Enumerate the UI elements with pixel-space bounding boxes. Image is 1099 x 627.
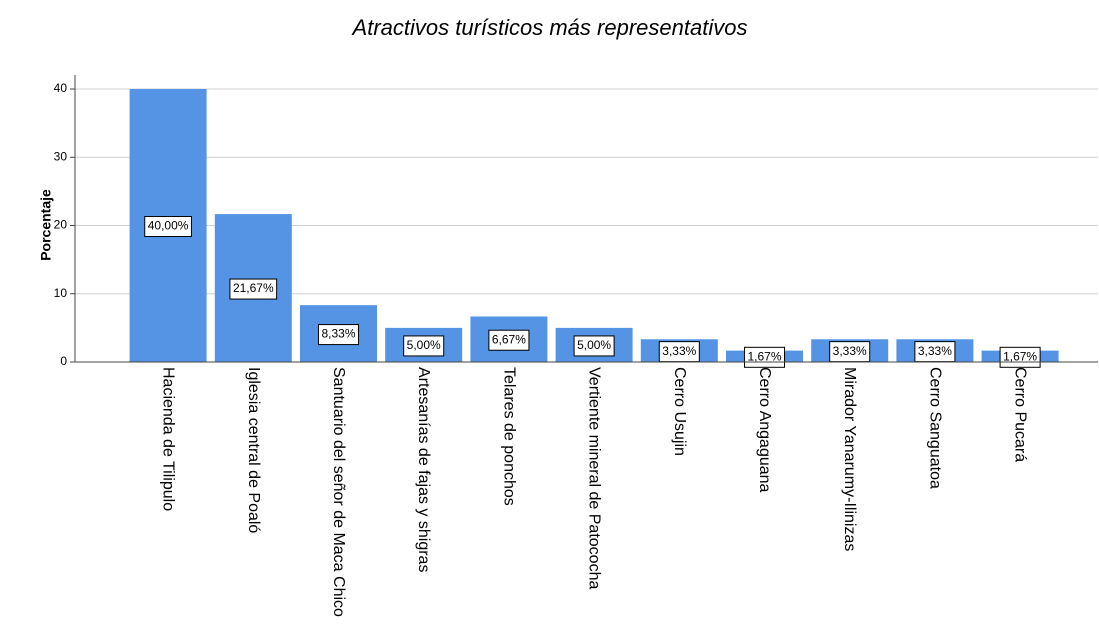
x-tick-label: Telares de ponchos: [500, 367, 518, 506]
value-label: 5,00%: [577, 338, 611, 352]
value-label: 3,33%: [918, 344, 952, 358]
x-tick-label: Cerro Sanguatoa: [926, 367, 944, 489]
x-tick-label: Cerro Pucará: [1011, 367, 1029, 463]
x-tick-label: Iglesia central de Poaló: [244, 367, 262, 534]
value-label-box: [317, 324, 360, 346]
y-tick-label: 0: [60, 354, 67, 368]
x-tick-label: Cerro Usujin: [670, 367, 688, 456]
value-label: 6,67%: [492, 332, 526, 346]
x-tick-label: Santuario del señor de Maca Chico: [330, 367, 347, 617]
y-tick-label: 10: [54, 286, 68, 300]
value-label: 1,67%: [1003, 349, 1037, 363]
chart-title: Atractivos turísticos más representativo…: [351, 15, 748, 40]
value-label-box: [403, 335, 445, 357]
x-tick-label: Mirador Yanarumy-Ilinizas: [841, 367, 859, 552]
x-tick-label: Cerro Angaguana: [756, 367, 773, 493]
y-tick-label: 40: [54, 81, 68, 95]
value-label: 1,67%: [747, 349, 781, 363]
value-label-box: [229, 278, 278, 300]
value-label: 21,67%: [233, 281, 274, 295]
x-tick-label: Vertiente mineral de Patococha: [585, 367, 603, 590]
value-label-box: [488, 329, 530, 351]
y-tick-label: 30: [54, 149, 68, 163]
value-label-box: [144, 216, 192, 237]
x-tick-label: Artesanías de fajas y shigras: [415, 367, 433, 573]
value-label: 3,33%: [833, 344, 867, 358]
value-label: 8,33%: [321, 327, 355, 341]
value-label-box: [573, 335, 615, 357]
x-tick-label: Hacienda de Tilipulo: [159, 367, 177, 512]
y-tick-label: 20: [54, 218, 68, 232]
value-label: 5,00%: [407, 338, 441, 352]
value-label: 40,00%: [148, 219, 189, 233]
y-axis-label: Porcentaje: [38, 189, 54, 261]
value-label: 3,33%: [662, 344, 696, 358]
